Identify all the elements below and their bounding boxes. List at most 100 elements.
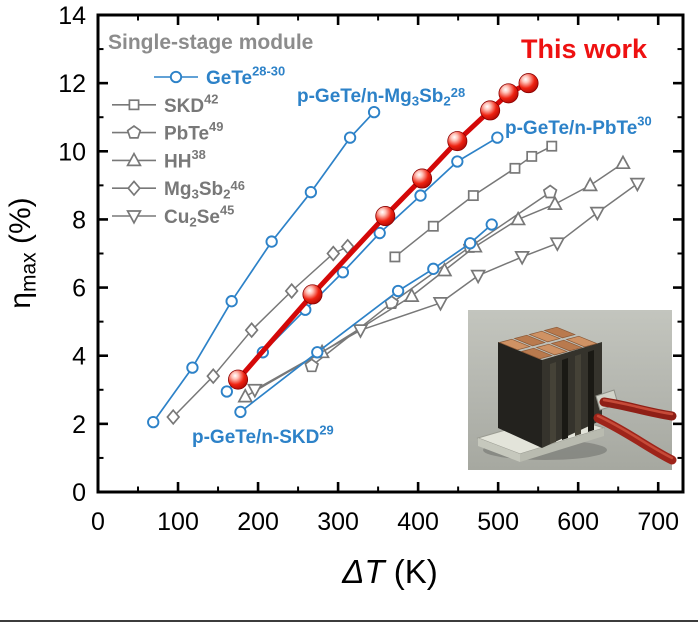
- copper-pad: [543, 326, 576, 339]
- circle-marker: [336, 266, 350, 279]
- square-marker: [467, 190, 479, 202]
- circle-marker: [427, 262, 440, 275]
- circle-marker: [463, 237, 477, 250]
- x-tick-label: 100: [157, 508, 199, 536]
- y-tick-label: 12: [58, 70, 86, 98]
- x-tick-label: 0: [91, 508, 105, 536]
- module-right-face: [542, 342, 602, 448]
- series-cu2se: [247, 177, 646, 399]
- triangle-up-marker: [547, 195, 563, 210]
- triangle-down-marker: [432, 297, 449, 312]
- triangle-down-marker: [514, 251, 530, 266]
- triangle-down-marker: [589, 206, 606, 222]
- copper-pad: [498, 338, 531, 351]
- square-marker: [509, 162, 521, 174]
- axes: 0 100 200 300 400 500 600 700 0 2 4 6 8 10 12 14 ΔT (K) η…: [4, 2, 685, 590]
- legend-item-skd: SKD42: [112, 91, 218, 117]
- square-marker: [526, 150, 538, 162]
- square-marker: [427, 220, 439, 232]
- y-axis-label: ηmax (%): [4, 197, 40, 308]
- pentagon-marker: [304, 358, 319, 373]
- circle-marker: [220, 385, 233, 398]
- circle-marker: [491, 131, 504, 144]
- circle-marker: [414, 189, 427, 202]
- circle-marker: [265, 235, 278, 248]
- circle-marker: [373, 226, 386, 240]
- legend-label: Cu2Se45: [164, 202, 234, 229]
- triangle-up-marker: [582, 176, 598, 192]
- sphere-marker: [375, 206, 396, 227]
- circle-marker: [367, 105, 381, 119]
- circle-marker: [485, 218, 498, 231]
- sphere-marker: [302, 284, 323, 305]
- series-this-work: [228, 73, 539, 390]
- triangle-down-marker: [352, 324, 369, 339]
- module-photo-inset: [468, 310, 677, 470]
- leg-gap: [550, 362, 556, 444]
- circle-marker: [225, 295, 238, 308]
- annotation-p-gete-n-skd: p-GeTe/n-SKD29: [192, 422, 334, 448]
- legend-item-cu2se: Cu2Se45: [112, 202, 234, 229]
- series-p-gete-n-skd: [234, 218, 498, 419]
- pentagon-marker: [542, 184, 558, 199]
- sphere-marker: [480, 100, 501, 121]
- legend-title: Single-stage module: [108, 31, 313, 54]
- series-p-gete-n-mg3sb2: [147, 105, 381, 429]
- pentagon-marker: [126, 124, 142, 139]
- triangle-down-marker: [549, 237, 566, 252]
- x-tick-label: 700: [637, 508, 679, 536]
- copper-pad: [535, 343, 568, 356]
- sphere-marker: [498, 83, 519, 104]
- legend-label: HH38: [164, 147, 206, 173]
- x-axis-label: ΔT (K): [341, 553, 437, 590]
- bottom-rule: [0, 620, 698, 622]
- diamond-marker: [244, 322, 259, 339]
- circle-marker: [169, 70, 183, 84]
- legend: Single-stage module GeTe28-30SKD42PbTe49H…: [108, 31, 313, 229]
- circle-marker: [451, 155, 464, 168]
- triangle-up-marker: [237, 388, 254, 403]
- circle-marker: [186, 361, 199, 374]
- copper-pad: [513, 334, 546, 347]
- leg-gap: [562, 358, 568, 440]
- red-wire-upper: [599, 397, 677, 421]
- diamond-marker: [284, 282, 299, 300]
- x-tick-label: 400: [397, 508, 439, 536]
- square-marker: [389, 251, 401, 263]
- red-wire-lower-highlight: [596, 414, 674, 460]
- annotation-this-work: This work: [521, 34, 648, 64]
- axis-ticks: [96, 13, 683, 494]
- copper-pad: [528, 330, 561, 343]
- circle-marker: [311, 346, 324, 359]
- series-line: [254, 182, 639, 391]
- leg-gap: [588, 350, 594, 432]
- triangle-up-marker: [510, 210, 526, 226]
- triangle-up-marker: [403, 287, 420, 302]
- y-tick-label: 0: [72, 479, 86, 507]
- x-tick-label: 300: [317, 508, 359, 536]
- triangle-down-marker: [470, 269, 486, 285]
- diamond-marker: [166, 408, 181, 426]
- x-tick-label: 200: [237, 508, 279, 536]
- module-left-face: [498, 342, 542, 448]
- legend-label: GeTe28-30: [206, 63, 285, 89]
- red-wire-upper-highlight: [602, 398, 674, 416]
- annotation-p-gete-n-pbte: p-GeTe/n-PbTe30: [505, 113, 652, 139]
- x-tick-label: 500: [477, 508, 519, 536]
- legend-item-gete: GeTe28-30: [154, 63, 285, 89]
- copper-pad: [565, 335, 598, 348]
- series-skd: [389, 140, 558, 263]
- triangle-up-marker: [126, 151, 142, 167]
- sphere-marker: [412, 168, 433, 189]
- legend-item-mg3sb2: Mg3Sb246: [112, 178, 245, 202]
- legend-item-pbte: PbTe49: [112, 119, 223, 145]
- annotation-p-gete-n-mg3sb2: p-GeTe/n-Mg3Sb228: [297, 85, 465, 109]
- circle-marker: [343, 131, 357, 144]
- circle-marker: [234, 405, 247, 419]
- ceramic-base-front: [478, 438, 520, 462]
- sphere-marker: [518, 73, 539, 94]
- triangle-down-marker: [629, 177, 646, 193]
- y-tick-label: 10: [58, 138, 86, 166]
